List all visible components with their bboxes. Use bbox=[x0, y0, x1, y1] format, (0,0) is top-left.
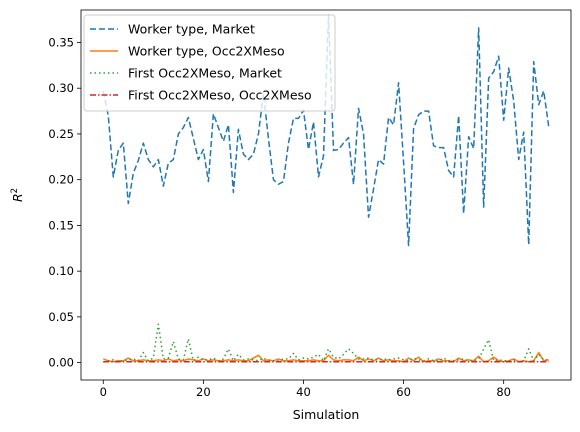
legend: Worker type, Market Worker type, Occ2XMes… bbox=[84, 15, 335, 111]
y-tick-label: 0.25 bbox=[48, 127, 74, 141]
y-axis-label-superscript: 2 bbox=[10, 188, 20, 193]
y-tick-label: 0.30 bbox=[48, 81, 74, 95]
legend-label: First Occ2XMeso, Market bbox=[128, 66, 282, 81]
y-tick-label: 0.05 bbox=[48, 310, 74, 324]
y-tick-label: 0.20 bbox=[48, 173, 74, 187]
legend-label: Worker type, Occ2XMeso bbox=[128, 44, 285, 59]
y-axis-label-main: R bbox=[10, 193, 25, 202]
y-tick-label: 0.10 bbox=[48, 264, 74, 278]
x-tick-label: 20 bbox=[196, 385, 211, 399]
legend-label: First Occ2XMeso, Occ2XMeso bbox=[128, 88, 312, 103]
x-tick-label: 60 bbox=[396, 385, 411, 399]
x-tick-label: 40 bbox=[296, 385, 311, 399]
x-tick-label: 0 bbox=[100, 385, 107, 399]
legend-label: Worker type, Market bbox=[128, 22, 255, 37]
y-tick-label: 0.00 bbox=[48, 356, 74, 370]
y-tick-label: 0.35 bbox=[48, 35, 74, 49]
x-tick-label: 80 bbox=[496, 385, 511, 399]
x-axis-label: Simulation bbox=[293, 407, 360, 422]
y-tick-label: 0.15 bbox=[48, 218, 74, 232]
